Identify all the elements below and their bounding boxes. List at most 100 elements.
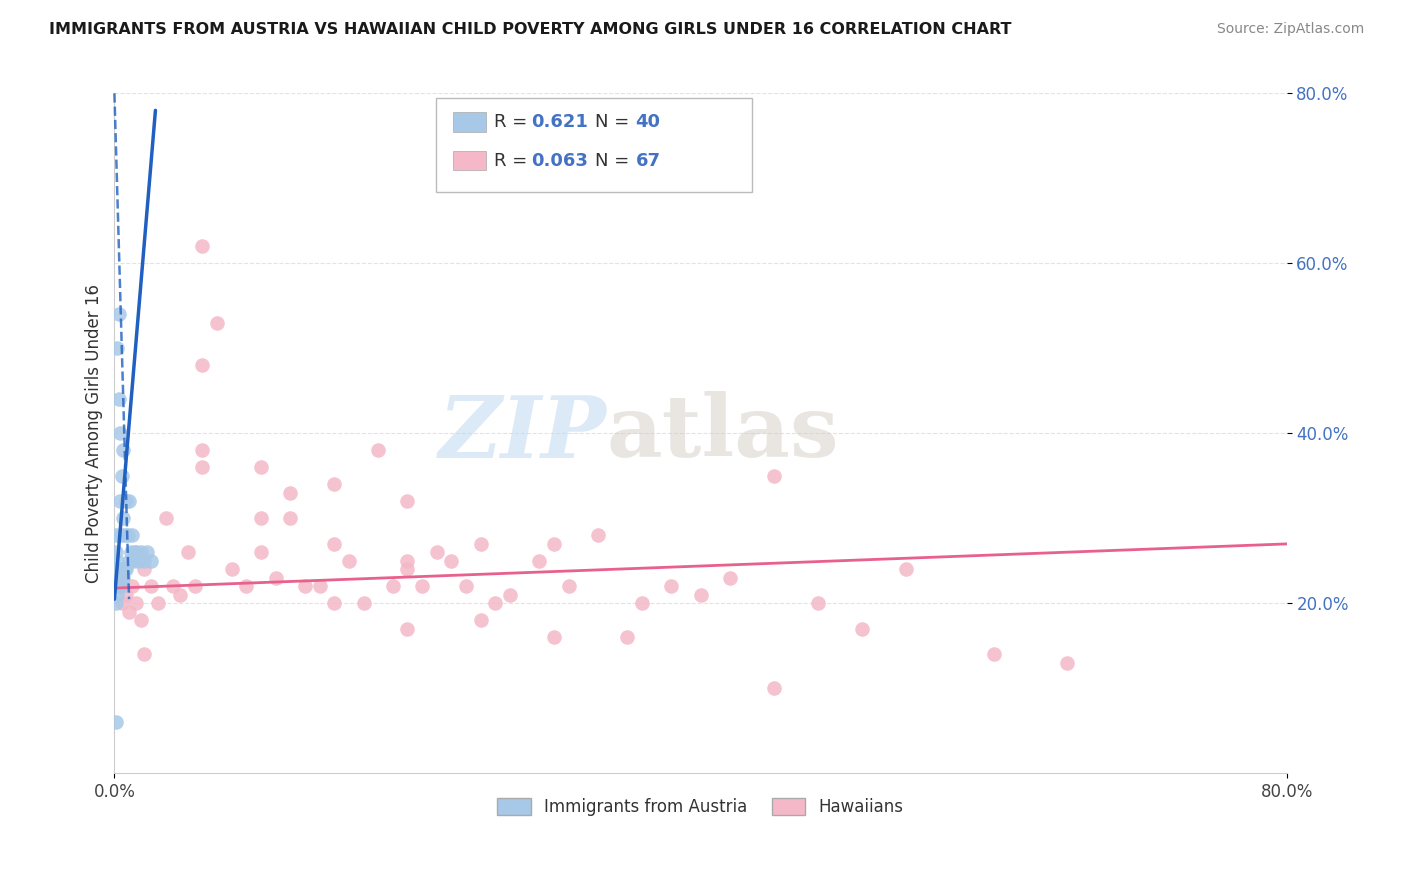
Point	[235, 579, 257, 593]
Text: N =: N =	[595, 152, 634, 169]
Point	[132, 562, 155, 576]
Point	[337, 554, 360, 568]
Point	[983, 648, 1005, 662]
Point	[264, 571, 287, 585]
Point	[440, 554, 463, 568]
Point	[112, 511, 135, 525]
Point	[484, 596, 506, 610]
Point	[104, 562, 127, 576]
Point	[294, 579, 316, 593]
Text: IMMIGRANTS FROM AUSTRIA VS HAWAIIAN CHILD POVERTY AMONG GIRLS UNDER 16 CORRELATI: IMMIGRANTS FROM AUSTRIA VS HAWAIIAN CHIL…	[49, 22, 1012, 37]
Text: R =: R =	[494, 113, 533, 131]
Point	[129, 614, 152, 628]
Point	[454, 579, 477, 593]
Point	[557, 579, 579, 593]
Point	[762, 469, 785, 483]
Point	[169, 588, 191, 602]
Point	[127, 554, 149, 568]
Point	[107, 579, 129, 593]
Point	[543, 631, 565, 645]
Point	[118, 554, 141, 568]
Point	[616, 631, 638, 645]
Legend: Immigrants from Austria, Hawaiians: Immigrants from Austria, Hawaiians	[491, 791, 911, 823]
Point	[111, 528, 134, 542]
Point	[122, 554, 145, 568]
Point	[104, 579, 127, 593]
Point	[125, 545, 148, 559]
Point	[396, 562, 419, 576]
Point	[132, 648, 155, 662]
Point	[529, 554, 551, 568]
Point	[120, 545, 142, 559]
Point	[118, 605, 141, 619]
Point	[543, 537, 565, 551]
Point	[139, 554, 162, 568]
Point	[586, 528, 609, 542]
Point	[125, 596, 148, 610]
Point	[323, 596, 346, 610]
Point	[659, 579, 682, 593]
Point	[110, 426, 132, 441]
Point	[308, 579, 330, 593]
Point	[105, 554, 128, 568]
Point	[104, 545, 127, 559]
Point	[115, 588, 138, 602]
Point	[155, 511, 177, 525]
Point	[111, 596, 134, 610]
Point	[114, 562, 136, 576]
Point	[323, 477, 346, 491]
Point	[191, 443, 214, 458]
Point	[278, 511, 301, 525]
Point	[104, 596, 127, 610]
Point	[105, 588, 128, 602]
Text: R =: R =	[494, 152, 533, 169]
Point	[176, 545, 198, 559]
Point	[148, 596, 170, 610]
Point	[205, 316, 228, 330]
Point	[162, 579, 184, 593]
Point	[184, 579, 207, 593]
Point	[129, 545, 152, 559]
Point	[689, 588, 711, 602]
Point	[323, 537, 346, 551]
Point	[139, 579, 162, 593]
Point	[107, 392, 129, 407]
Point	[121, 528, 143, 542]
Point	[115, 562, 138, 576]
Point	[851, 622, 873, 636]
Point	[1056, 656, 1078, 670]
Y-axis label: Child Poverty Among Girls Under 16: Child Poverty Among Girls Under 16	[86, 284, 103, 582]
Point	[470, 537, 492, 551]
Point	[191, 359, 214, 373]
Text: Source: ZipAtlas.com: Source: ZipAtlas.com	[1216, 22, 1364, 37]
Point	[107, 307, 129, 321]
Point	[396, 622, 419, 636]
Text: 40: 40	[636, 113, 661, 131]
Point	[124, 545, 146, 559]
Point	[107, 562, 129, 576]
Point	[499, 588, 522, 602]
Point	[121, 579, 143, 593]
Point	[118, 494, 141, 508]
Point	[191, 239, 214, 253]
Point	[353, 596, 375, 610]
Point	[396, 554, 419, 568]
Point	[112, 571, 135, 585]
Point	[110, 494, 132, 508]
Text: 67: 67	[636, 152, 661, 169]
Point	[367, 443, 389, 458]
Point	[470, 614, 492, 628]
Text: 0.063: 0.063	[531, 152, 588, 169]
Point	[110, 571, 132, 585]
Point	[105, 342, 128, 356]
Point	[411, 579, 433, 593]
Point	[104, 715, 127, 730]
Point	[631, 596, 654, 610]
Text: 0.621: 0.621	[531, 113, 588, 131]
Point	[107, 579, 129, 593]
Point	[762, 681, 785, 696]
Point	[104, 528, 127, 542]
Point	[112, 443, 135, 458]
Point	[114, 528, 136, 542]
Point	[250, 511, 273, 525]
